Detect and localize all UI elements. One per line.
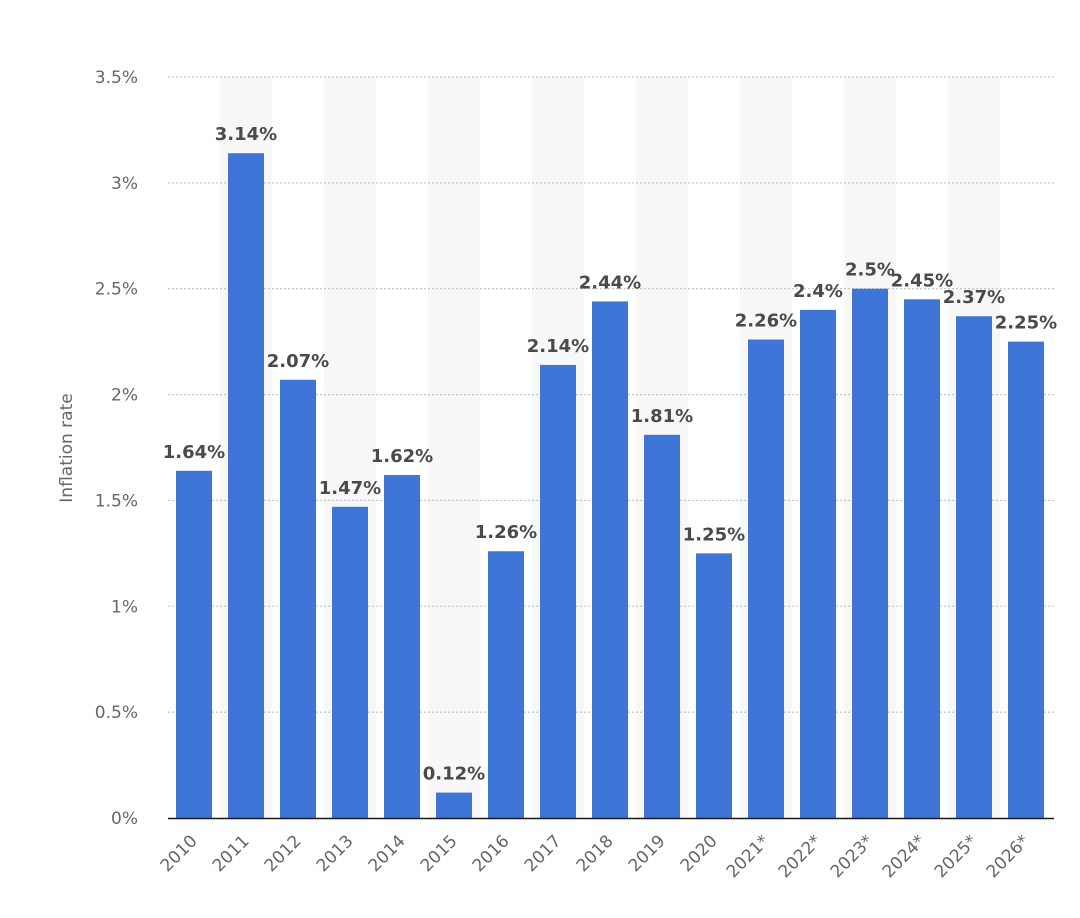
data-label: 1.62% bbox=[371, 446, 433, 467]
data-label: 2.45% bbox=[891, 270, 953, 291]
y-tick-label: 0.5% bbox=[95, 703, 138, 723]
y-tick-label: 3.5% bbox=[95, 68, 138, 88]
bar[interactable] bbox=[228, 153, 264, 818]
data-label: 0.12% bbox=[423, 764, 485, 785]
x-tick-label: 2021* bbox=[723, 831, 774, 882]
bar[interactable] bbox=[1008, 341, 1044, 818]
data-label: 2.07% bbox=[267, 351, 329, 372]
data-label: 3.14% bbox=[215, 124, 277, 145]
data-label: 2.26% bbox=[735, 311, 797, 332]
bar[interactable] bbox=[280, 379, 316, 818]
x-tick-label: 2023* bbox=[827, 831, 878, 882]
x-tick-label: 2016 bbox=[469, 831, 514, 876]
y-tick-label: 3% bbox=[111, 174, 138, 194]
x-tick-label: 2015 bbox=[417, 831, 462, 876]
y-tick-label: 1.5% bbox=[95, 491, 138, 511]
data-label: 1.26% bbox=[475, 522, 537, 543]
y-tick-label: 2% bbox=[111, 386, 138, 406]
y-tick-label: 2.5% bbox=[95, 280, 138, 300]
data-label: 2.14% bbox=[527, 336, 589, 357]
x-tick-label: 2011 bbox=[209, 831, 254, 876]
bar[interactable] bbox=[332, 506, 368, 818]
x-tick-label: 2020 bbox=[677, 831, 722, 876]
x-tick-label: 2024* bbox=[879, 831, 930, 882]
data-label: 2.44% bbox=[579, 272, 641, 293]
x-tick-label: 2019 bbox=[625, 831, 670, 876]
data-label: 1.64% bbox=[163, 442, 225, 463]
bar[interactable] bbox=[176, 470, 212, 818]
data-label: 2.4% bbox=[793, 281, 843, 302]
bar[interactable] bbox=[748, 339, 784, 818]
bar[interactable] bbox=[696, 553, 732, 818]
bar[interactable] bbox=[436, 792, 472, 818]
data-label: 2.37% bbox=[943, 287, 1005, 308]
bar[interactable] bbox=[540, 364, 576, 818]
x-axis-ticks: 2010 2011 2012 2013 2014 2015 2016 2017 2018 2019… bbox=[157, 831, 1034, 882]
x-tick-label: 2010 bbox=[157, 831, 202, 876]
data-label: 1.25% bbox=[683, 524, 745, 545]
bar[interactable] bbox=[644, 434, 680, 818]
data-label: 2.5% bbox=[845, 260, 895, 281]
x-tick-label: 2013 bbox=[313, 831, 358, 876]
data-label: 1.47% bbox=[319, 478, 381, 499]
x-tick-label: 2014 bbox=[365, 831, 410, 876]
y-axis-ticks: 0% 0.5% 1% 1.5% 2% 2.5% 3% 3.5% bbox=[95, 68, 138, 829]
data-label: 1.81% bbox=[631, 406, 693, 427]
bar[interactable] bbox=[384, 475, 420, 818]
x-tick-label: 2017 bbox=[521, 831, 566, 876]
bar[interactable] bbox=[800, 309, 836, 818]
data-label: 2.25% bbox=[995, 313, 1057, 334]
data-labels: 1.64% 3.14% 2.07% 1.47% 1.62% 0.12% 1.26% 2.14%… bbox=[163, 124, 1057, 784]
bar[interactable] bbox=[904, 299, 940, 818]
y-axis-label: Inflation rate bbox=[57, 393, 77, 502]
x-tick-label: 2018 bbox=[573, 831, 618, 876]
bar[interactable] bbox=[488, 551, 524, 818]
bar[interactable] bbox=[956, 316, 992, 818]
x-tick-label: 2012 bbox=[261, 831, 306, 876]
y-tick-label: 1% bbox=[111, 597, 138, 617]
bars bbox=[176, 153, 1044, 819]
x-tick-label: 2026* bbox=[983, 831, 1034, 882]
x-tick-label: 2022* bbox=[775, 831, 826, 882]
column-band bbox=[428, 77, 480, 818]
bar[interactable] bbox=[852, 288, 888, 818]
bar[interactable] bbox=[592, 301, 628, 819]
y-tick-label: 0% bbox=[111, 809, 138, 829]
x-tick-label: 2025* bbox=[931, 831, 982, 882]
